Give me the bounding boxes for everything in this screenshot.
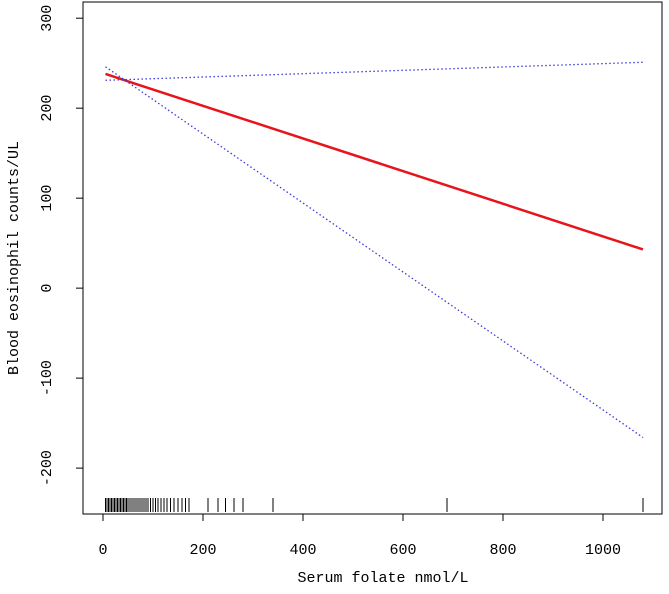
y-tick-label: -100 <box>39 360 56 396</box>
y-tick-label: 300 <box>39 5 56 32</box>
y-tick-label: -200 <box>39 450 56 486</box>
x-tick-label: 600 <box>389 542 416 559</box>
confidence-line <box>105 66 644 439</box>
x-tick-label: 0 <box>98 542 107 559</box>
confidence-line <box>105 61 644 81</box>
plot-box <box>82 1 663 515</box>
y-tick-label: 100 <box>39 185 56 212</box>
y-axis-title: Blood eosinophil counts/UL <box>6 141 23 375</box>
y-tick-label: 200 <box>39 95 56 122</box>
y-tick-label: 0 <box>39 284 56 293</box>
fit-line <box>105 72 644 251</box>
x-tick-label: 400 <box>289 542 316 559</box>
x-tick-label: 800 <box>489 542 516 559</box>
x-tick-label: 1000 <box>585 542 621 559</box>
x-axis-title: Serum folate nmol/L <box>297 570 468 587</box>
x-tick-label: 200 <box>189 542 216 559</box>
